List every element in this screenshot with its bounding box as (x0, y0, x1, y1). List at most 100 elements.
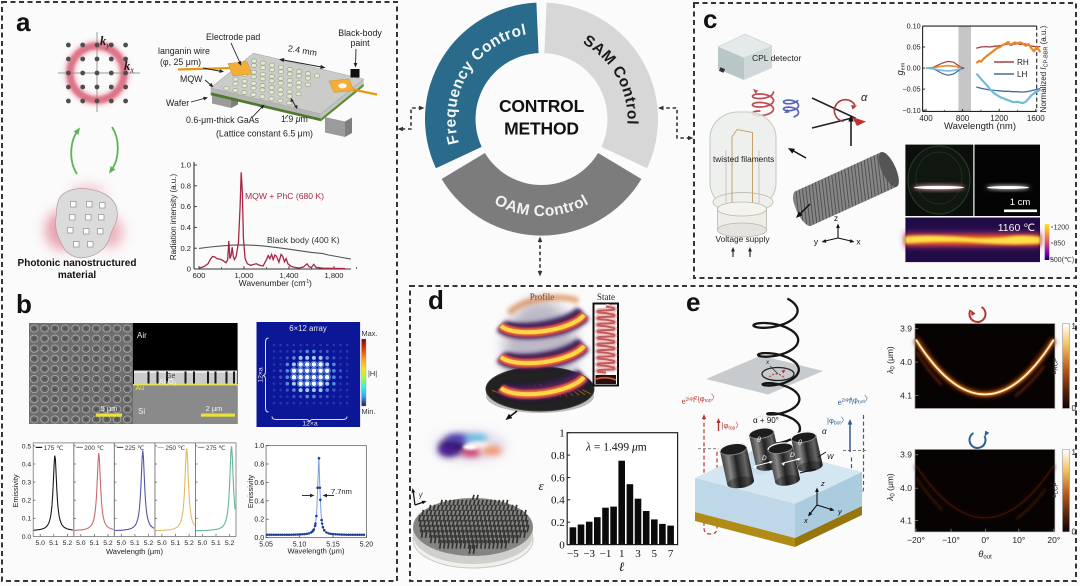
svg-text:5.2: 5.2 (63, 540, 73, 547)
svg-text:0.4: 0.4 (551, 495, 565, 507)
svg-text:RH: RH (1017, 58, 1029, 67)
svg-text:0.4: 0.4 (254, 498, 264, 505)
svg-text:0.6: 0.6 (180, 202, 191, 211)
svg-text:7.7nm: 7.7nm (331, 487, 352, 496)
svg-text:−1: −1 (600, 548, 612, 560)
svg-text:1.9 μm: 1.9 μm (281, 114, 308, 124)
svg-text:5.10: 5.10 (293, 542, 307, 549)
svg-text:ℓ: ℓ (619, 559, 625, 574)
svg-text:0.4: 0.4 (22, 461, 32, 468)
svg-text:−20°: −20° (907, 535, 925, 545)
svg-text:5.0: 5.0 (76, 540, 86, 547)
svg-text:CPL detector: CPL detector (752, 53, 801, 63)
svg-text:α: α (861, 92, 868, 104)
svg-text:5: 5 (652, 548, 658, 560)
svg-text:0.8: 0.8 (180, 181, 191, 190)
svg-text:Min.: Min. (362, 407, 376, 416)
svg-text:Radiation intensity (a.u.): Radiation intensity (a.u.) (169, 174, 178, 261)
svg-text:e2iφf2|φtop〉: e2iφf2|φtop〉 (681, 392, 720, 408)
svg-text:0.2: 0.2 (254, 517, 264, 524)
svg-text:c: c (703, 4, 717, 34)
svg-text:12×a: 12×a (302, 421, 318, 428)
svg-text:0.6: 0.6 (551, 472, 565, 484)
svg-text:1,800: 1,800 (324, 271, 343, 280)
svg-text:D: D (790, 452, 795, 459)
svg-text:20°: 20° (1047, 535, 1060, 545)
svg-text:Wavelength (μm): Wavelength (μm) (288, 547, 345, 556)
svg-text:0.1: 0.1 (22, 516, 32, 523)
svg-text:θ: θ (757, 437, 761, 444)
svg-text:400: 400 (919, 114, 933, 123)
svg-text:1.0: 1.0 (180, 161, 191, 170)
svg-text:3.9: 3.9 (900, 324, 912, 334)
svg-text:0: 0 (1072, 404, 1077, 413)
svg-text:−0.10: −0.10 (902, 106, 920, 115)
svg-text:Emissivity: Emissivity (246, 475, 255, 509)
svg-text:0.5: 0.5 (22, 443, 32, 450)
svg-text:0.2: 0.2 (551, 517, 565, 529)
svg-text:θ: θ (798, 440, 802, 447)
svg-text:Normalized ICP-BBR (a.u.): Normalized ICP-BBR (a.u.) (1039, 25, 1050, 112)
svg-text:twisted filaments: twisted filaments (713, 154, 774, 164)
svg-text:0.0: 0.0 (22, 534, 32, 541)
svg-text:e2iφf|φbot〉: e2iφf|φbot〉 (837, 393, 873, 408)
svg-text:Al2O3: Al2O3 (159, 379, 176, 388)
svg-text:2 μm: 2 μm (206, 404, 223, 413)
svg-text:1200: 1200 (990, 114, 1008, 123)
svg-text:y: y (814, 237, 819, 247)
svg-text:MQW: MQW (180, 74, 203, 84)
svg-text:600: 600 (193, 271, 206, 280)
svg-text:−3: −3 (583, 548, 595, 560)
svg-text:500(℃): 500(℃) (1050, 257, 1074, 264)
svg-text:Si: Si (138, 407, 145, 416)
svg-text:1600: 1600 (1027, 114, 1045, 123)
svg-text:275 ℃: 275 ℃ (206, 445, 226, 452)
svg-text:λ0 (μm): λ0 (μm) (885, 473, 897, 502)
svg-text:L: L (806, 466, 810, 473)
svg-text:Air: Air (137, 331, 147, 340)
svg-text:10°: 10° (1012, 535, 1025, 545)
svg-text:0.10: 0.10 (907, 22, 921, 31)
svg-text:5.0: 5.0 (117, 540, 127, 547)
svg-text:850: 850 (1054, 241, 1066, 248)
svg-text:1200: 1200 (1054, 225, 1070, 232)
svg-text:225 ℃: 225 ℃ (125, 445, 145, 452)
svg-text:LH: LH (1017, 70, 1028, 79)
svg-text:ky: ky (100, 34, 110, 50)
svg-text:(Lattice constant 6.5 μm): (Lattice constant 6.5 μm) (216, 129, 313, 139)
svg-text:175 ℃: 175 ℃ (44, 445, 64, 452)
svg-text:langanin wire: langanin wire (158, 46, 210, 56)
svg-text:d: d (428, 285, 444, 315)
svg-text:W: W (827, 454, 835, 461)
svg-text:12×a: 12×a (258, 367, 265, 383)
svg-text:b: b (16, 289, 32, 319)
svg-text:200 ℃: 200 ℃ (84, 445, 104, 452)
svg-text:e: e (686, 287, 700, 317)
svg-text:paint: paint (350, 38, 370, 48)
svg-text:1 cm: 1 cm (1010, 197, 1031, 208)
svg-text:4.0: 4.0 (900, 357, 912, 367)
svg-text:2.4 mm: 2.4 mm (287, 43, 318, 58)
svg-text:1: 1 (1072, 448, 1077, 457)
svg-text:MQW + PhC (680 K): MQW + PhC (680 K) (245, 191, 324, 201)
svg-text:5.2: 5.2 (225, 540, 235, 547)
svg-text:3.9: 3.9 (900, 450, 912, 460)
svg-text:Black-body: Black-body (338, 28, 382, 38)
svg-text:α: α (822, 427, 827, 436)
svg-text:y′: y′ (419, 493, 424, 499)
svg-text:−1: −1 (303, 279, 309, 285)
svg-text:z: z (820, 479, 825, 488)
svg-text:−5: −5 (567, 548, 579, 560)
svg-text:4.1: 4.1 (900, 516, 912, 526)
svg-text:α + 90°: α + 90° (753, 416, 779, 425)
svg-text:Wavelength (nm): Wavelength (nm) (944, 121, 1016, 132)
svg-text:0.3: 0.3 (22, 480, 32, 487)
svg-text:0.2: 0.2 (22, 498, 32, 505)
svg-text:4.0: 4.0 (900, 483, 912, 493)
svg-text:5.0: 5.0 (35, 540, 45, 547)
svg-text:Emissivity: Emissivity (11, 474, 20, 508)
svg-text:4.1: 4.1 (900, 391, 912, 401)
svg-text:5.1: 5.1 (211, 540, 221, 547)
svg-text:Photonic nanostructured: Photonic nanostructured (18, 258, 137, 269)
svg-text:0.8: 0.8 (551, 450, 565, 462)
